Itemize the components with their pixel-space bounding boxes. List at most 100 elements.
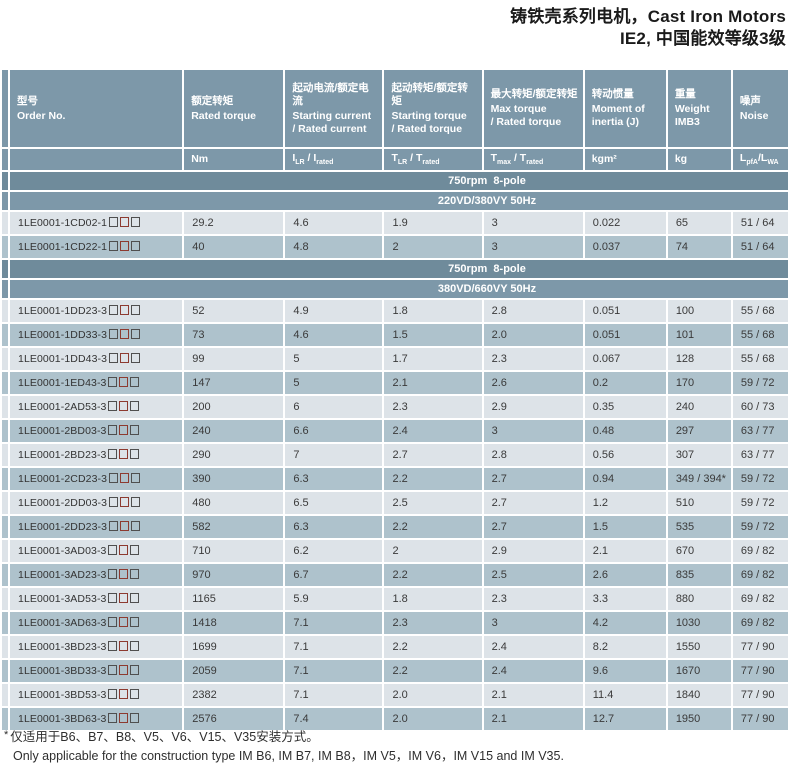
header-cell-col2: 额定转矩 Rated torque <box>184 70 284 147</box>
order-number-cell: 1LE0001-1ED43-3 <box>10 372 183 394</box>
table-row: 1LE0001-1DD23-3 52 4.9 1.8 2.8 0.051 100 55 / 6… <box>2 300 788 322</box>
value-cell-col6: 2.1 <box>584 540 666 562</box>
value-cell-col4: 2.1 <box>384 372 482 394</box>
order-placeholder-box <box>120 329 130 339</box>
value-cell-col7: 880 <box>667 588 731 610</box>
value-cell-col2: 29.2 <box>184 212 284 234</box>
value-cell-col6: 0.35 <box>584 396 666 418</box>
row-sliver <box>2 516 8 538</box>
value-cell-col5: 2.9 <box>483 396 583 418</box>
value-cell-col2: 970 <box>184 564 284 586</box>
order-number-cell: 1LE0001-2BD23-3 <box>10 444 183 466</box>
units-sliver <box>2 149 8 170</box>
order-number-prefix: 1LE0001-3AD03-3 <box>18 545 107 557</box>
value-cell-col4: 2.2 <box>384 516 482 538</box>
order-placeholder-box <box>130 425 140 435</box>
header-cell-col6: 转动惯量 Moment of inertia (J) <box>584 70 666 147</box>
order-placeholder-box <box>130 401 140 411</box>
value-cell-col8: 59 / 72 <box>732 468 788 490</box>
value-cell-col5: 2.5 <box>483 564 583 586</box>
header-zh-label: 型号 <box>17 95 38 107</box>
value-cell-col6: 0.56 <box>584 444 666 466</box>
header-cell-col4: 起动转矩/额定转矩 Starting torque / Rated torque <box>384 70 482 147</box>
value-cell-col5: 2.9 <box>483 540 583 562</box>
value-cell-col2: 1165 <box>184 588 284 610</box>
value-cell-col2: 1699 <box>184 636 284 658</box>
value-cell-col3: 4.9 <box>285 300 383 322</box>
unit-cell-col2: Nm <box>184 149 284 170</box>
value-cell-col2: 710 <box>184 540 284 562</box>
voltage-band-row: 220VD/380VY 50Hz <box>2 192 788 210</box>
order-placeholder-box <box>109 217 119 227</box>
row-sliver <box>2 612 8 634</box>
value-cell-col6: 2.6 <box>584 564 666 586</box>
motor-spec-table: 型号 Order No. 额定转矩 Rated torque 起动电流/额定电流 Star… <box>0 68 790 732</box>
value-cell-col7: 128 <box>667 348 731 370</box>
value-cell-col3: 7.1 <box>285 612 383 634</box>
value-cell-col4: 2.7 <box>384 444 482 466</box>
voltage-band-sliver <box>2 192 8 210</box>
value-cell-col6: 0.067 <box>584 348 666 370</box>
value-cell-col5: 2.1 <box>483 684 583 706</box>
voltage-band-label: 220VD/380VY 50Hz <box>10 192 788 210</box>
order-placeholder-box <box>109 521 119 531</box>
value-cell-col5: 3 <box>483 212 583 234</box>
order-placeholder-box <box>108 377 118 387</box>
table-row: 1LE0001-2CD23-3 390 6.3 2.2 2.7 0.94 349 / 394… <box>2 468 788 490</box>
row-sliver <box>2 372 8 394</box>
value-cell-col2: 390 <box>184 468 284 490</box>
value-cell-col3: 7.1 <box>285 660 383 682</box>
value-cell-col7: 1950 <box>667 708 731 730</box>
order-number-cell: 1LE0001-1DD33-3 <box>10 324 183 346</box>
value-cell-col6: 12.7 <box>584 708 666 730</box>
order-number-prefix: 1LE0001-1DD23-3 <box>18 305 108 317</box>
value-cell-col8: 51 / 64 <box>732 212 788 234</box>
value-cell-col6: 1.5 <box>584 516 666 538</box>
order-placeholder-box <box>108 665 118 675</box>
voltage-band-row: 380VD/660VY 50Hz <box>2 280 788 298</box>
value-cell-col2: 290 <box>184 444 284 466</box>
header-en-label: Noise <box>739 109 769 122</box>
value-cell-col4: 1.9 <box>384 212 482 234</box>
value-cell-col4: 2.0 <box>384 684 482 706</box>
value-cell-col2: 2382 <box>184 684 284 706</box>
order-placeholder-box <box>130 449 140 459</box>
value-cell-col8: 77 / 90 <box>732 684 788 706</box>
order-placeholder-box <box>109 329 119 339</box>
header-cell-col8: 噪声 Noise <box>732 70 788 147</box>
order-number-prefix: 1LE0001-3BD23-3 <box>18 641 107 653</box>
value-cell-col4: 1.5 <box>384 324 482 346</box>
value-cell-col3: 7.4 <box>285 708 383 730</box>
value-cell-col7: 240 <box>667 396 731 418</box>
order-placeholder-box <box>130 617 140 627</box>
value-cell-col3: 4.6 <box>285 212 383 234</box>
row-sliver <box>2 236 8 258</box>
value-cell-col2: 40 <box>184 236 284 258</box>
order-placeholder-box <box>131 329 141 339</box>
value-cell-col5: 2.7 <box>483 516 583 538</box>
value-cell-col8: 55 / 68 <box>732 300 788 322</box>
order-number-prefix: 1LE0001-1DD33-3 <box>18 329 108 341</box>
order-number-cell: 1LE0001-3BD63-3 <box>10 708 183 730</box>
order-placeholder-box <box>108 593 118 603</box>
value-cell-col8: 77 / 90 <box>732 708 788 730</box>
table-row: 1LE0001-1DD33-3 73 4.6 1.5 2.0 0.051 101 55 / 6… <box>2 324 788 346</box>
value-cell-col6: 0.48 <box>584 420 666 442</box>
value-cell-col2: 99 <box>184 348 284 370</box>
order-placeholder-box <box>109 353 119 363</box>
value-cell-col2: 200 <box>184 396 284 418</box>
row-sliver <box>2 324 8 346</box>
value-cell-col2: 2059 <box>184 660 284 682</box>
row-sliver <box>2 588 8 610</box>
table-row: 1LE0001-2AD53-3 200 6 2.3 2.9 0.35 240 60 / 73 <box>2 396 788 418</box>
value-cell-col6: 0.2 <box>584 372 666 394</box>
speed-band-row: 750rpm 8-pole <box>2 260 788 278</box>
value-cell-col8: 63 / 77 <box>732 420 788 442</box>
value-cell-col7: 100 <box>667 300 731 322</box>
order-placeholder-box <box>108 425 118 435</box>
value-cell-col7: 1670 <box>667 660 731 682</box>
order-placeholder-box <box>120 217 130 227</box>
value-cell-col2: 147 <box>184 372 284 394</box>
header-cell-col5: 最大转矩/额定转矩 Max torque / Rated torque <box>483 70 583 147</box>
header-en-label: Starting current / Rated current <box>292 109 372 136</box>
